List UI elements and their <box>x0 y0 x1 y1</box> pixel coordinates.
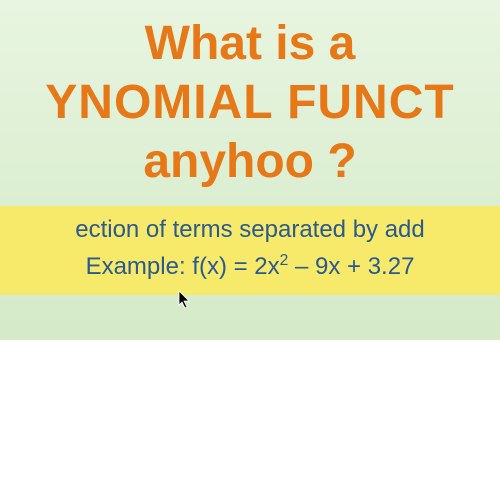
title-line-3: anyhoo ? <box>0 136 500 189</box>
title-line-2: YNOMIAL FUNCT <box>0 77 500 130</box>
slide: What is a YNOMIAL FUNCT anyhoo ? ection … <box>0 0 500 340</box>
example-label: Example: <box>86 253 193 280</box>
title-line-1: What is a <box>0 0 500 71</box>
definition-text: ection of terms separated by add <box>0 216 500 244</box>
example-function: f(x) = 2x <box>192 253 279 280</box>
example-text: Example: f(x) = 2x2 – 9x + 3.27 <box>0 252 500 281</box>
definition-box: ection of terms separated by add Example… <box>0 206 500 295</box>
bottom-whitespace <box>0 340 500 500</box>
example-rest: – 9x + 3.27 <box>288 253 414 280</box>
